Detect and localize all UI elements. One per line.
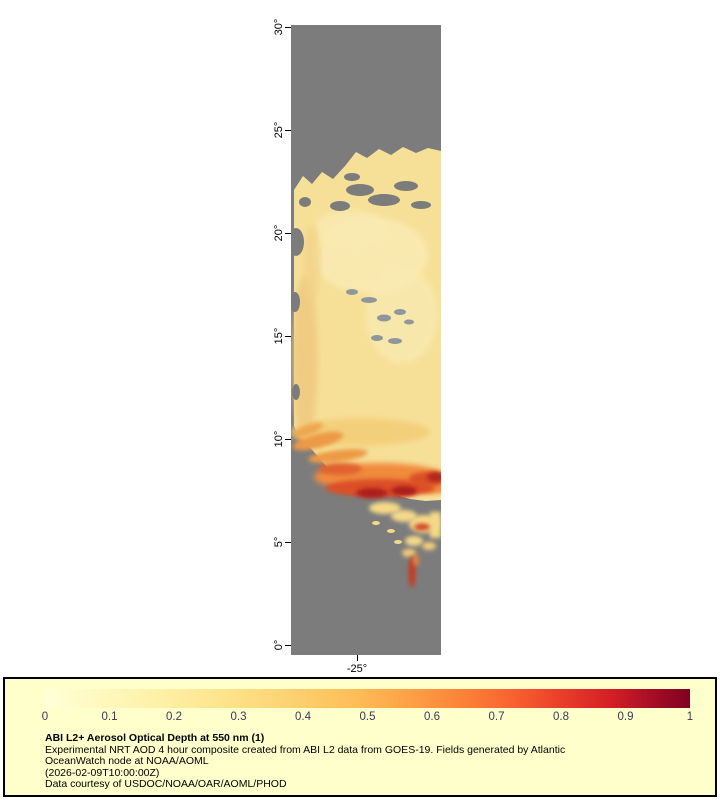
colorbar-gradient (45, 689, 690, 708)
scattered-aod-patches (369, 502, 441, 588)
legend-caption-line: (2026-02-09T10:00:00Z) (45, 766, 160, 779)
colorbar-tick-label: 0.7 (488, 711, 505, 723)
axis-ticks (285, 27, 358, 661)
colorbar-tick-label: 0.9 (617, 711, 634, 723)
colorbar-tick-label: 0.2 (166, 711, 182, 723)
y-axis-tick-label-5: 5° (273, 536, 285, 548)
legend-caption-line: Data courtesy of USDOC/NOAA/OAR/AOML/PHO… (45, 778, 287, 790)
colorbar-tick-label: 0.4 (295, 711, 311, 723)
colorbar-tick-label: 0.6 (424, 711, 440, 723)
colorbar-tick-label: 0.1 (101, 711, 118, 723)
high-aod-plume (292, 422, 441, 498)
y-axis-tick-label-30: 30° (273, 18, 285, 36)
y-axis-tick-label-10: 10° (273, 430, 285, 448)
colorbar-tick-row: 0 0.1 0.2 0.3 0.4 0.5 0.6 0.7 0.8 0.9 1 (41, 711, 694, 726)
x-axis-tick-label: -25° (346, 663, 368, 675)
colorbar-tick-label: 0 (41, 711, 49, 723)
y-axis-tick-label-15: 15° (273, 327, 285, 345)
y-axis-tick-label-0: 0° (273, 639, 285, 651)
colorbar-tick-label: 0.5 (359, 711, 376, 723)
legend-caption-line: OceanWatch node at NOAA/AOML (45, 755, 209, 767)
colorbar-tick-label: 0.3 (230, 711, 247, 723)
cloud-gaps (291, 173, 431, 400)
y-axis-tick-label-20: 20° (273, 224, 285, 242)
aod-map (285, 25, 441, 661)
aod-field (291, 147, 441, 501)
legend-panel: 0 0.1 0.2 0.3 0.4 0.5 0.6 0.7 0.8 0.9 1 … (3, 677, 717, 797)
colorbar-tick-label: 0.8 (553, 711, 569, 723)
legend-caption-line: Experimental NRT AOD 4 hour composite cr… (45, 743, 566, 756)
colorbar-tick-label: 1 (686, 711, 694, 723)
legend-title: ABI L2+ Aerosol Optical Depth at 550 nm … (45, 732, 265, 744)
cloud-specks (346, 289, 414, 344)
y-axis-tick-label-25: 25° (273, 121, 285, 139)
